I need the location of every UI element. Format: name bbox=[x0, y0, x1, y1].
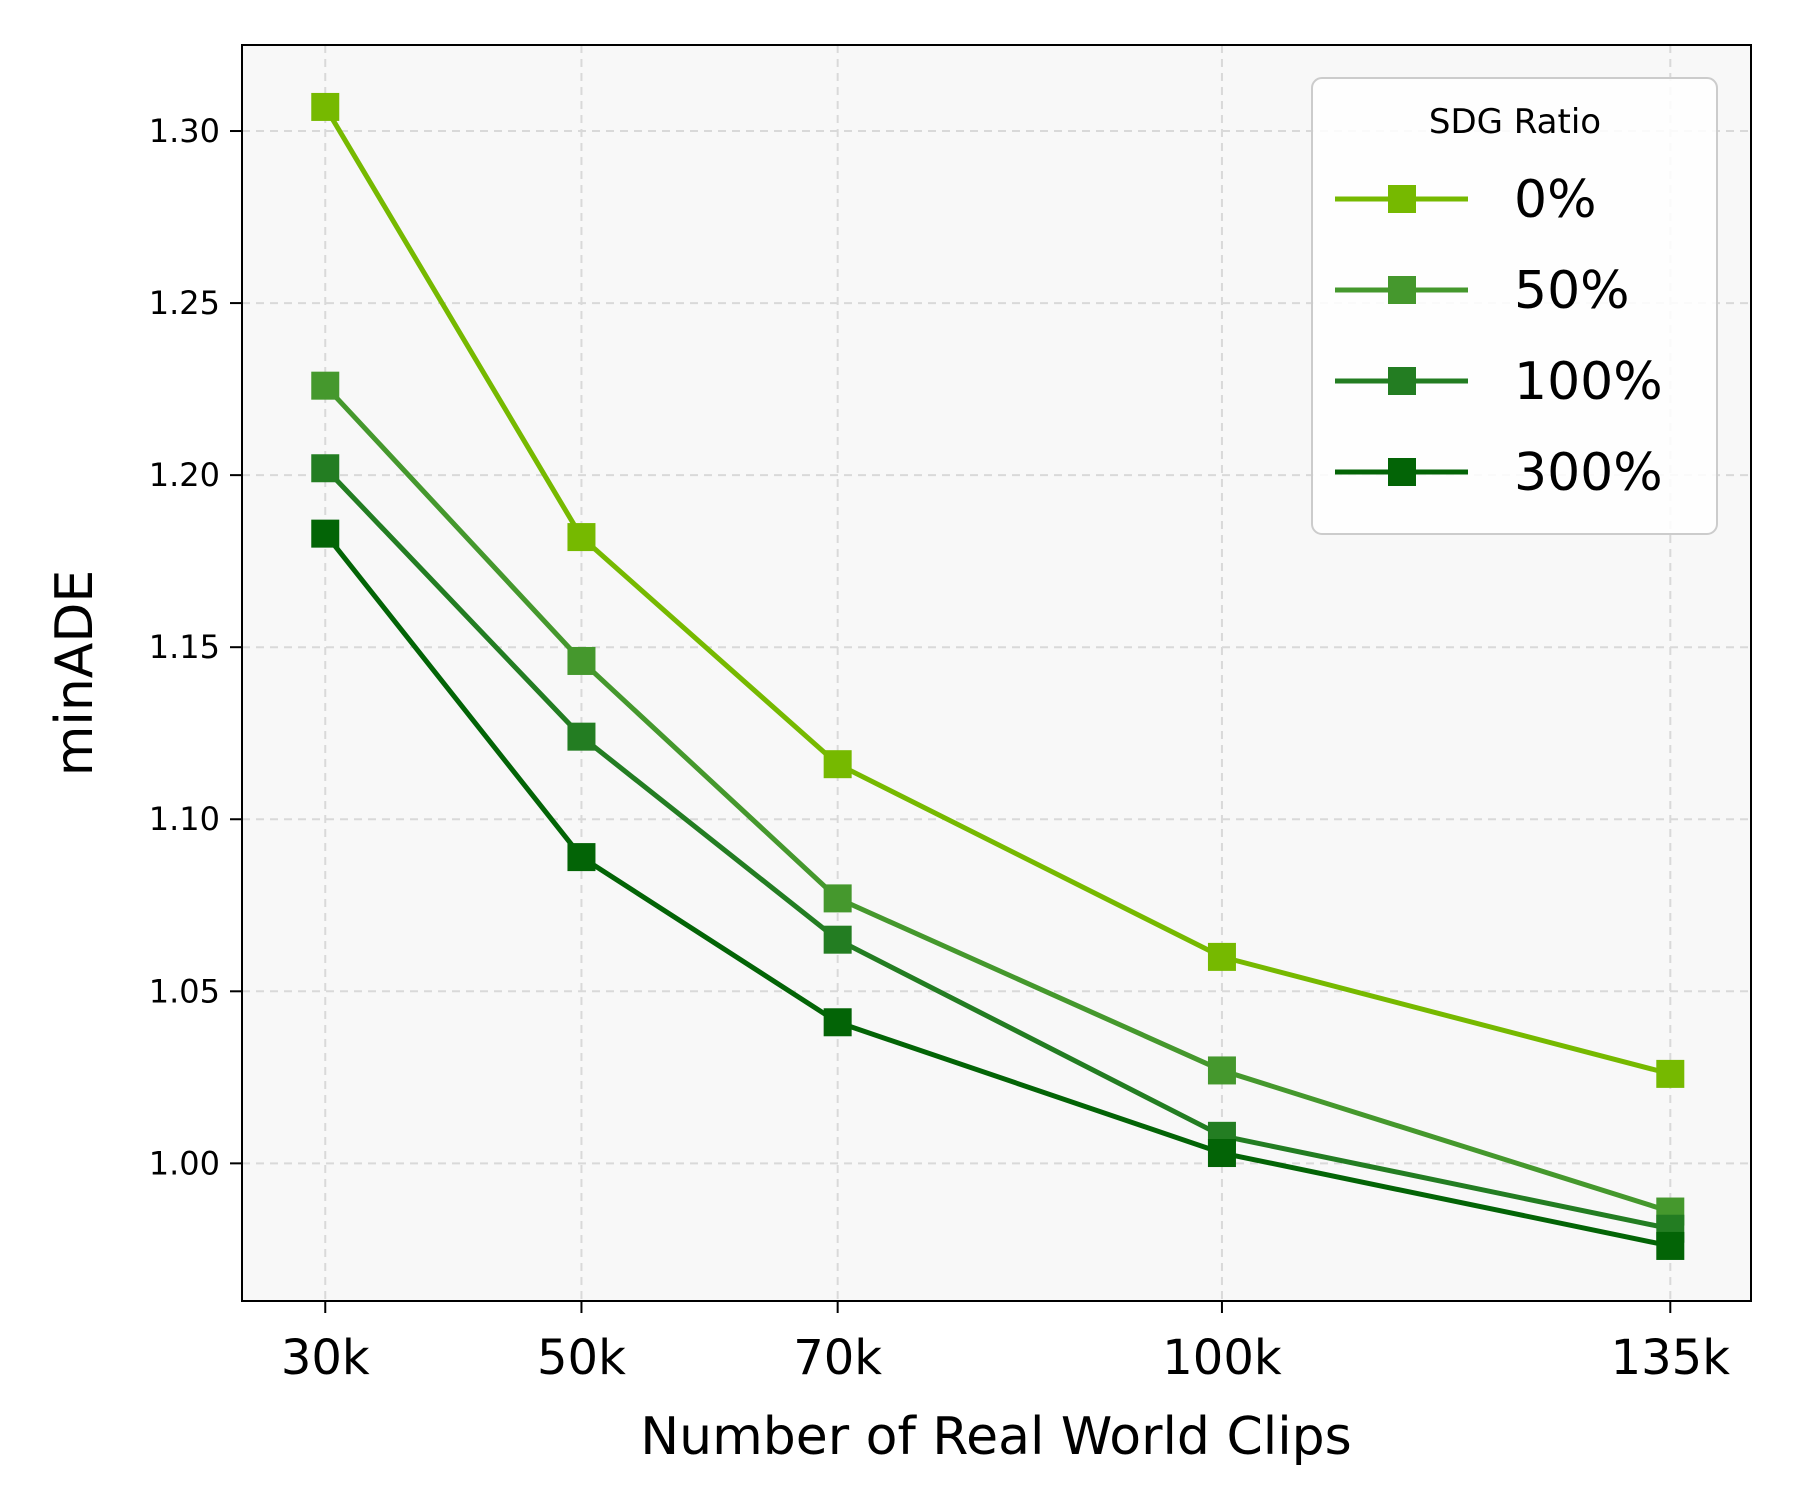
y-tick-label: 1.05 bbox=[149, 972, 220, 1010]
legend-item: 50% bbox=[1335, 261, 1630, 321]
data-point bbox=[823, 884, 852, 913]
x-tick-label: 50k bbox=[537, 1330, 626, 1386]
series-300% bbox=[311, 519, 1685, 1260]
legend-label: 0% bbox=[1514, 170, 1597, 230]
x-tick-label: 135k bbox=[1611, 1330, 1731, 1386]
data-point bbox=[823, 925, 852, 954]
x-tick-label: 100k bbox=[1162, 1330, 1282, 1386]
y-tick-label: 1.15 bbox=[149, 628, 220, 666]
data-point bbox=[567, 722, 596, 751]
legend-marker bbox=[1388, 367, 1416, 395]
legend-marker bbox=[1388, 185, 1416, 213]
data-point bbox=[823, 1008, 852, 1037]
legend-label: 100% bbox=[1514, 352, 1663, 412]
data-point bbox=[1656, 1059, 1685, 1088]
y-axis-label: minADE bbox=[45, 570, 105, 777]
plot-area-frame bbox=[241, 44, 1752, 1302]
data-point bbox=[1207, 942, 1236, 971]
data-point bbox=[311, 454, 340, 483]
data-point bbox=[1656, 1231, 1685, 1260]
series-layer bbox=[311, 92, 1685, 1260]
y-tick-label: 1.10 bbox=[149, 800, 220, 838]
y-tick-label: 1.00 bbox=[149, 1144, 220, 1182]
x-tick-label: 30k bbox=[281, 1330, 370, 1386]
legend-label: 300% bbox=[1514, 443, 1663, 503]
axes: 1.00 1.05 1.10 1.15 1.20 1.25 1.30 30k 50k 70k 100… bbox=[149, 112, 1730, 1386]
legend-title: SDG Ratio bbox=[1429, 102, 1601, 142]
legend-marker bbox=[1388, 276, 1416, 304]
data-point bbox=[567, 843, 596, 872]
data-point bbox=[1207, 1056, 1236, 1085]
y-tick-label: 1.30 bbox=[149, 112, 220, 150]
legend-label: 50% bbox=[1514, 261, 1630, 321]
legend-item: 300% bbox=[1335, 443, 1663, 503]
legend-marker bbox=[1388, 458, 1416, 486]
data-point bbox=[311, 519, 340, 548]
x-axis-label: Number of Real World Clips bbox=[640, 1407, 1352, 1467]
series-0% bbox=[311, 92, 1685, 1088]
y-tick-label: 1.20 bbox=[149, 456, 220, 494]
data-point bbox=[823, 750, 852, 779]
legend: SDG Ratio 0% 50% 100% 300% bbox=[1311, 77, 1718, 535]
data-point bbox=[567, 523, 596, 552]
x-tick-label: 70k bbox=[793, 1330, 882, 1386]
legend-item: 100% bbox=[1335, 352, 1663, 412]
data-point bbox=[1207, 1139, 1236, 1168]
series-50% bbox=[311, 371, 1685, 1226]
data-point bbox=[567, 646, 596, 675]
data-point bbox=[311, 371, 340, 400]
legend-item: 0% bbox=[1335, 170, 1597, 230]
y-tick-label: 1.25 bbox=[149, 284, 220, 322]
data-point bbox=[311, 92, 340, 121]
